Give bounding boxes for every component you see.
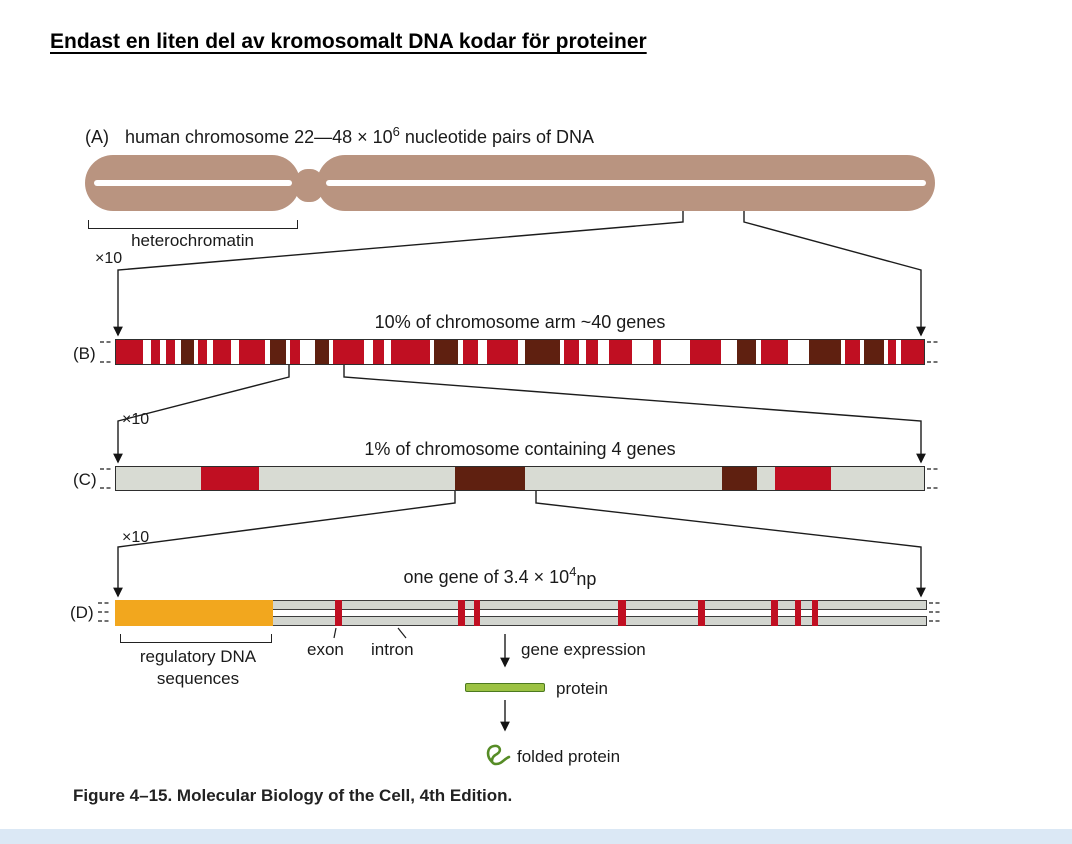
bar-segment — [115, 600, 274, 626]
bar-segment — [150, 340, 160, 364]
bar-segment — [887, 340, 896, 364]
footer-strip — [0, 829, 1072, 844]
bar-segment — [811, 600, 819, 626]
chromosome-centromere — [294, 169, 324, 202]
bar-segment — [289, 340, 301, 364]
bar-segment — [794, 600, 802, 626]
bar-segment — [618, 600, 626, 626]
bar-segment — [116, 340, 144, 364]
zoom-label-c-d: ×10 — [122, 529, 150, 546]
protein-bar — [465, 683, 545, 692]
intron-label: intron — [371, 640, 414, 659]
bar-segment — [653, 340, 662, 364]
exon-pointer-line — [333, 627, 337, 639]
exon-label: exon — [307, 640, 344, 659]
bar-segment — [200, 467, 259, 490]
protein-label: protein — [556, 679, 608, 698]
panel-c-title: 1% of chromosome containing 4 genes — [364, 439, 676, 459]
panel-d-title-post: np — [576, 569, 597, 589]
zoom-label-b-c: ×10 — [122, 411, 150, 428]
bar-segment — [809, 340, 841, 364]
panel-c-bar — [115, 466, 925, 491]
bar-segment — [563, 340, 579, 364]
bar-segment — [335, 600, 342, 626]
bar-segment — [180, 340, 194, 364]
bar-segment — [844, 340, 861, 364]
bar-segment — [212, 340, 231, 364]
bar-segment — [771, 600, 778, 626]
bar-segment — [269, 340, 286, 364]
intron-pointer-line — [397, 627, 407, 639]
panel-a-heading: (A) human chromosome 22—48 × 106 nucleoti… — [85, 124, 594, 148]
panel-a-title: human chromosome 22—48 × 106 nucleotide … — [125, 124, 594, 147]
bar-segment — [608, 340, 633, 364]
bar-segment — [698, 600, 705, 626]
regulatory-bracket — [120, 634, 272, 643]
panel-a-title-pre: human chromosome 22—48 × 10 — [125, 127, 393, 147]
bar-segment — [901, 340, 924, 364]
bar-segment — [390, 340, 430, 364]
panel-c-label: (C) — [73, 470, 97, 489]
panel-d-label: (D) — [70, 603, 94, 622]
bar-segment — [864, 340, 884, 364]
bar-segment — [238, 340, 266, 364]
panel-b-label: (B) — [73, 344, 96, 363]
bar-segment — [586, 340, 598, 364]
zoom-label-a-b: ×10 — [95, 250, 123, 267]
figure-caption: Figure 4–15. Molecular Biology of the Ce… — [73, 786, 513, 805]
bar-segment — [434, 340, 458, 364]
regulatory-label-line1: regulatory DNA — [139, 647, 257, 666]
bar-segment — [333, 340, 365, 364]
regulatory-label-line2: sequences — [156, 669, 240, 688]
bar-segment — [760, 340, 789, 364]
chromatid-gap-left — [94, 180, 292, 186]
gene-features — [115, 600, 927, 626]
chromatid-gap-right — [326, 180, 926, 186]
bar-segment — [736, 340, 756, 364]
bar-segment — [524, 340, 560, 364]
heterochromatin-label: heterochromatin — [131, 231, 254, 250]
gene-expression-label: gene expression — [521, 640, 646, 659]
bar-segment — [198, 340, 208, 364]
bar-segment — [722, 467, 757, 490]
panel-a-title-post: nucleotide pairs of DNA — [399, 127, 594, 147]
bar-segment — [458, 600, 465, 626]
bar-segment — [166, 340, 175, 364]
bar-segment — [486, 340, 519, 364]
bar-segment — [473, 600, 481, 626]
folded-protein-icon — [484, 742, 514, 768]
bar-segment — [314, 340, 330, 364]
slide-title: Endast en liten del av kromosomalt DNA k… — [50, 30, 647, 53]
panel-d-title: one gene of 3.4 × 104np — [115, 564, 885, 589]
panel-a-title-exponent: 6 — [392, 124, 400, 139]
folded-protein-label: folded protein — [517, 747, 621, 766]
bar-segment — [462, 340, 478, 364]
panel-b-title: 10% of chromosome arm ~40 genes — [374, 312, 666, 332]
panel-b-bar — [115, 339, 925, 365]
bar-segment — [689, 340, 722, 364]
panel-a-label: (A) — [85, 127, 109, 147]
panel-d-title-pre: one gene of 3.4 × 10 — [403, 567, 570, 587]
panel-d-gene-bar — [115, 600, 927, 626]
heterochromatin-bracket — [88, 220, 298, 229]
bar-segment — [372, 340, 385, 364]
bar-segment — [774, 467, 832, 490]
bar-segment — [455, 467, 525, 490]
exon-intron-pointers — [333, 627, 407, 639]
